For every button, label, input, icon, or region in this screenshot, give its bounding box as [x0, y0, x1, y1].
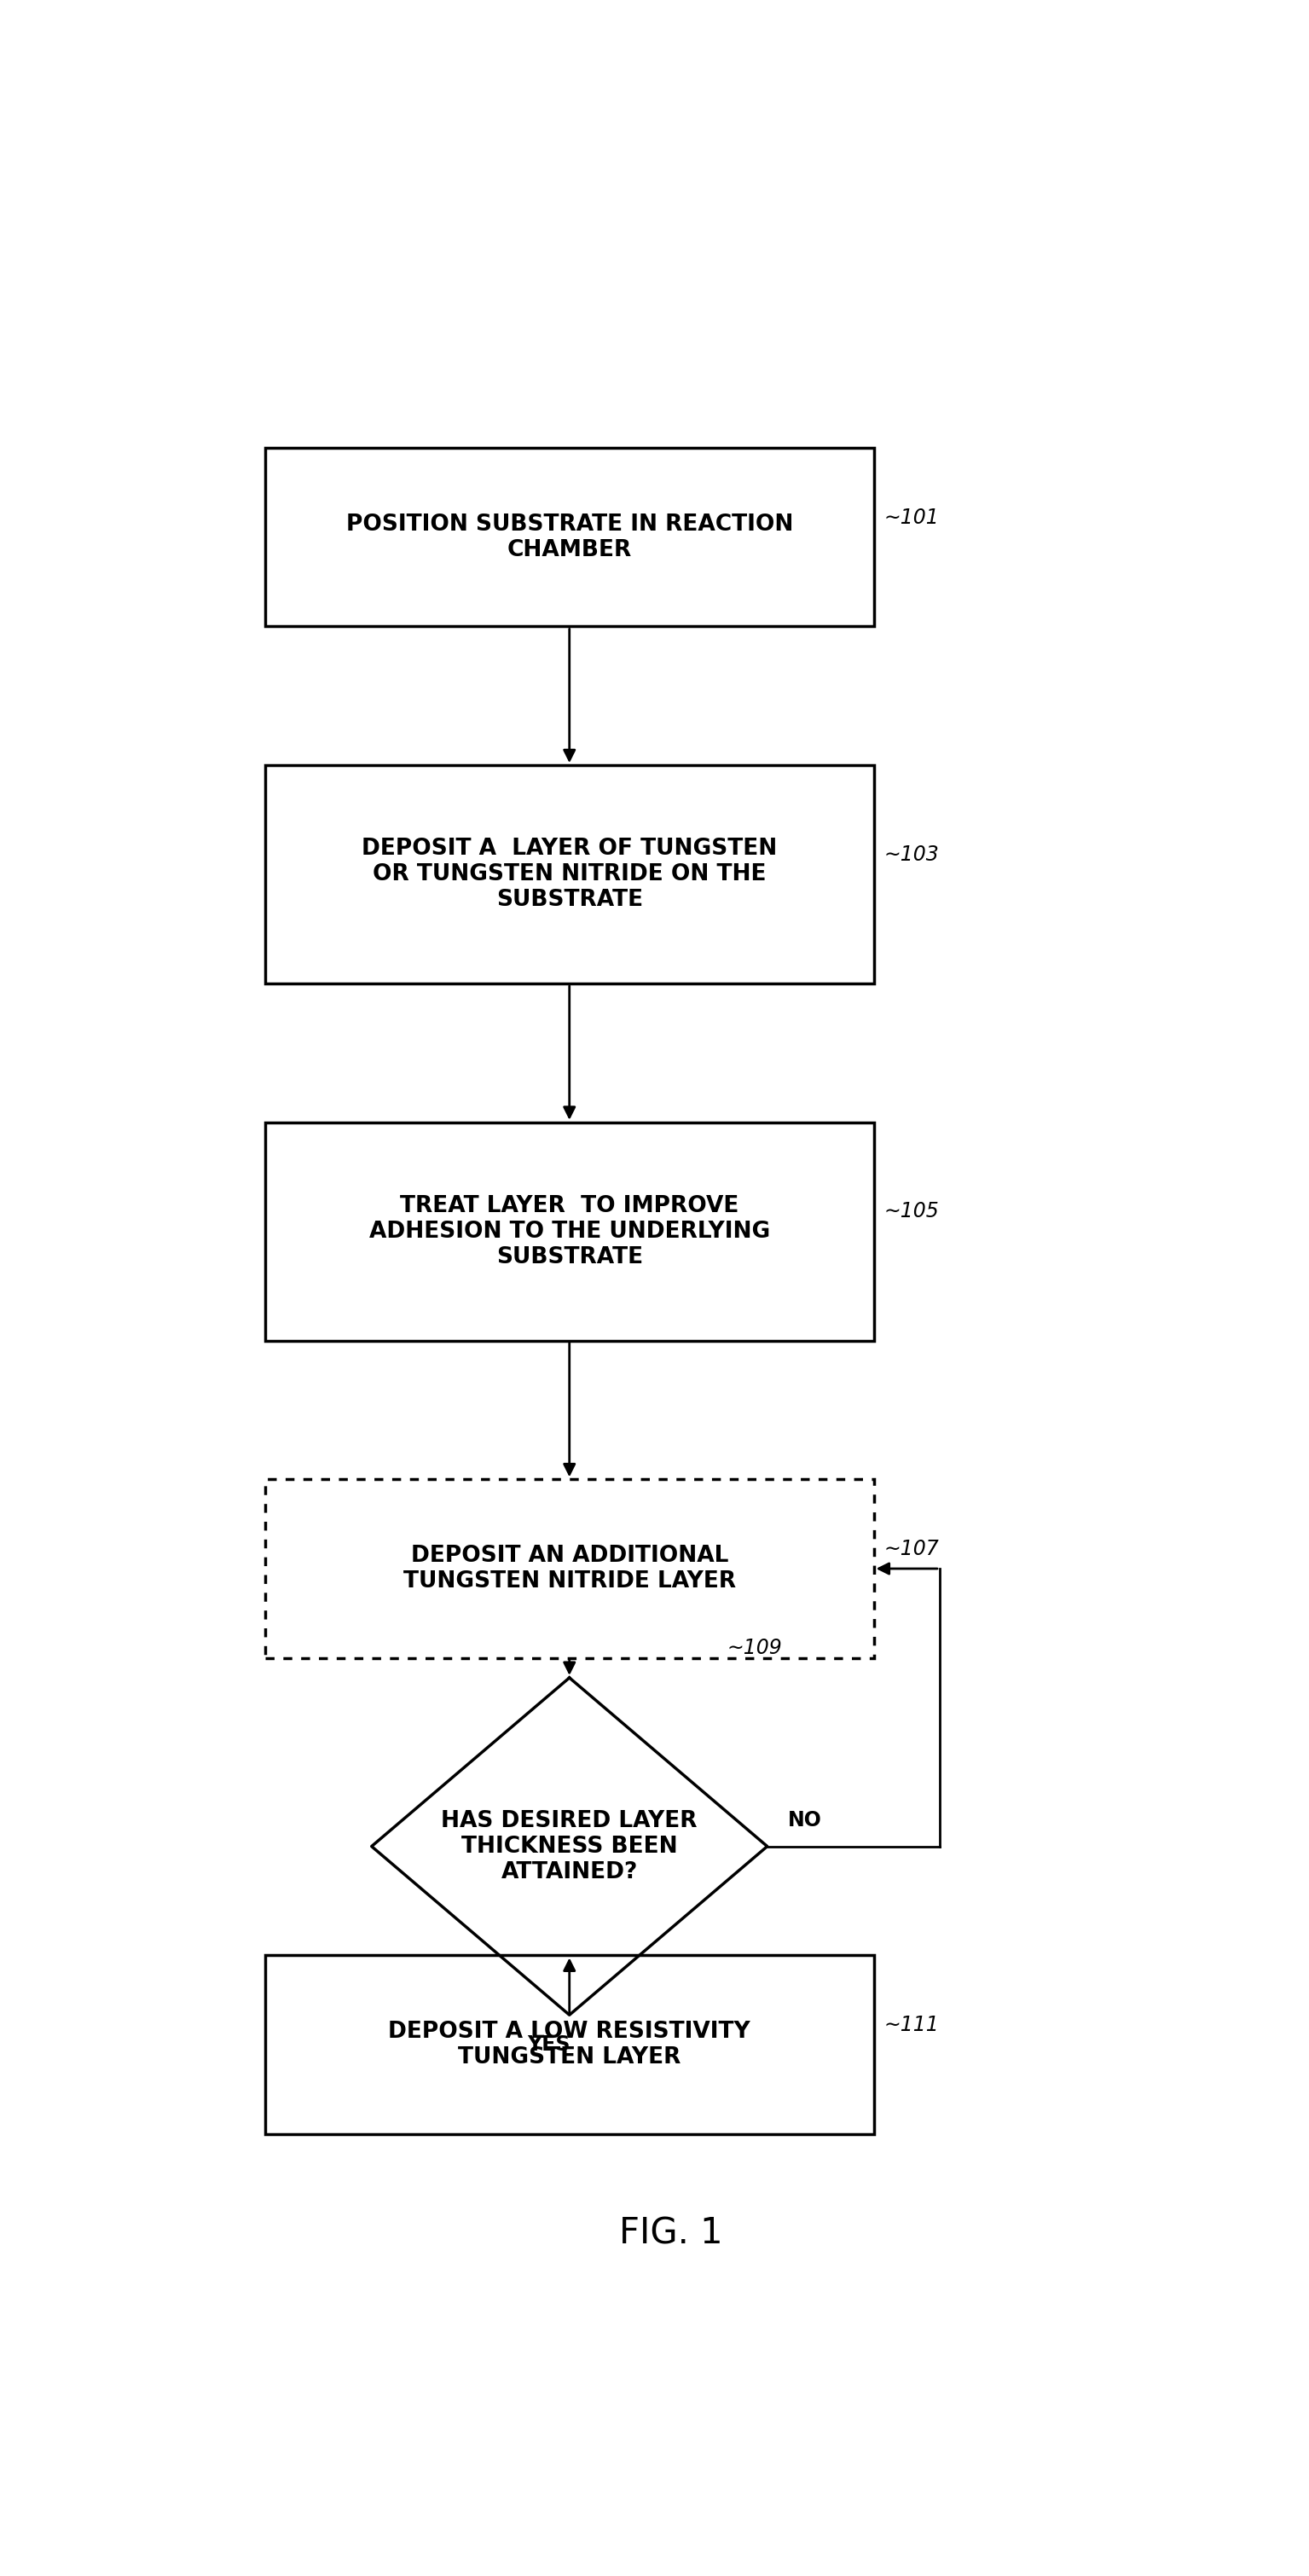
Text: ∼101: ∼101 [884, 507, 939, 528]
Bar [264, 1479, 874, 1659]
Text: ∼111: ∼111 [884, 2014, 939, 2035]
Text: ∼107: ∼107 [884, 1538, 939, 1558]
Text: HAS DESIRED LAYER
THICKNESS BEEN
ATTAINED?: HAS DESIRED LAYER THICKNESS BEEN ATTAINE… [441, 1811, 698, 1883]
Text: FIG. 1: FIG. 1 [619, 2215, 723, 2251]
Bar [264, 448, 874, 626]
Text: ∼109: ∼109 [726, 1638, 781, 1659]
Text: DEPOSIT A LOW RESISTIVITY
TUNGSTEN LAYER: DEPOSIT A LOW RESISTIVITY TUNGSTEN LAYER [389, 2020, 750, 2069]
Text: ∼103: ∼103 [884, 845, 939, 866]
Text: NO: NO [788, 1811, 822, 1832]
Text: DEPOSIT AN ADDITIONAL
TUNGSTEN NITRIDE LAYER: DEPOSIT AN ADDITIONAL TUNGSTEN NITRIDE L… [403, 1546, 736, 1592]
Text: DEPOSIT A  LAYER OF TUNGSTEN
OR TUNGSTEN NITRIDE ON THE
SUBSTRATE: DEPOSIT A LAYER OF TUNGSTEN OR TUNGSTEN … [361, 837, 778, 912]
Text: ∼105: ∼105 [884, 1200, 939, 1221]
Bar [264, 1955, 874, 2133]
Text: POSITION SUBSTRATE IN REACTION
CHAMBER: POSITION SUBSTRATE IN REACTION CHAMBER [346, 513, 793, 562]
Bar [264, 765, 874, 984]
Bar [264, 1123, 874, 1340]
Text: TREAT LAYER  TO IMPROVE
ADHESION TO THE UNDERLYING
SUBSTRATE: TREAT LAYER TO IMPROVE ADHESION TO THE U… [369, 1195, 770, 1267]
Text: YES: YES [528, 2035, 571, 2056]
